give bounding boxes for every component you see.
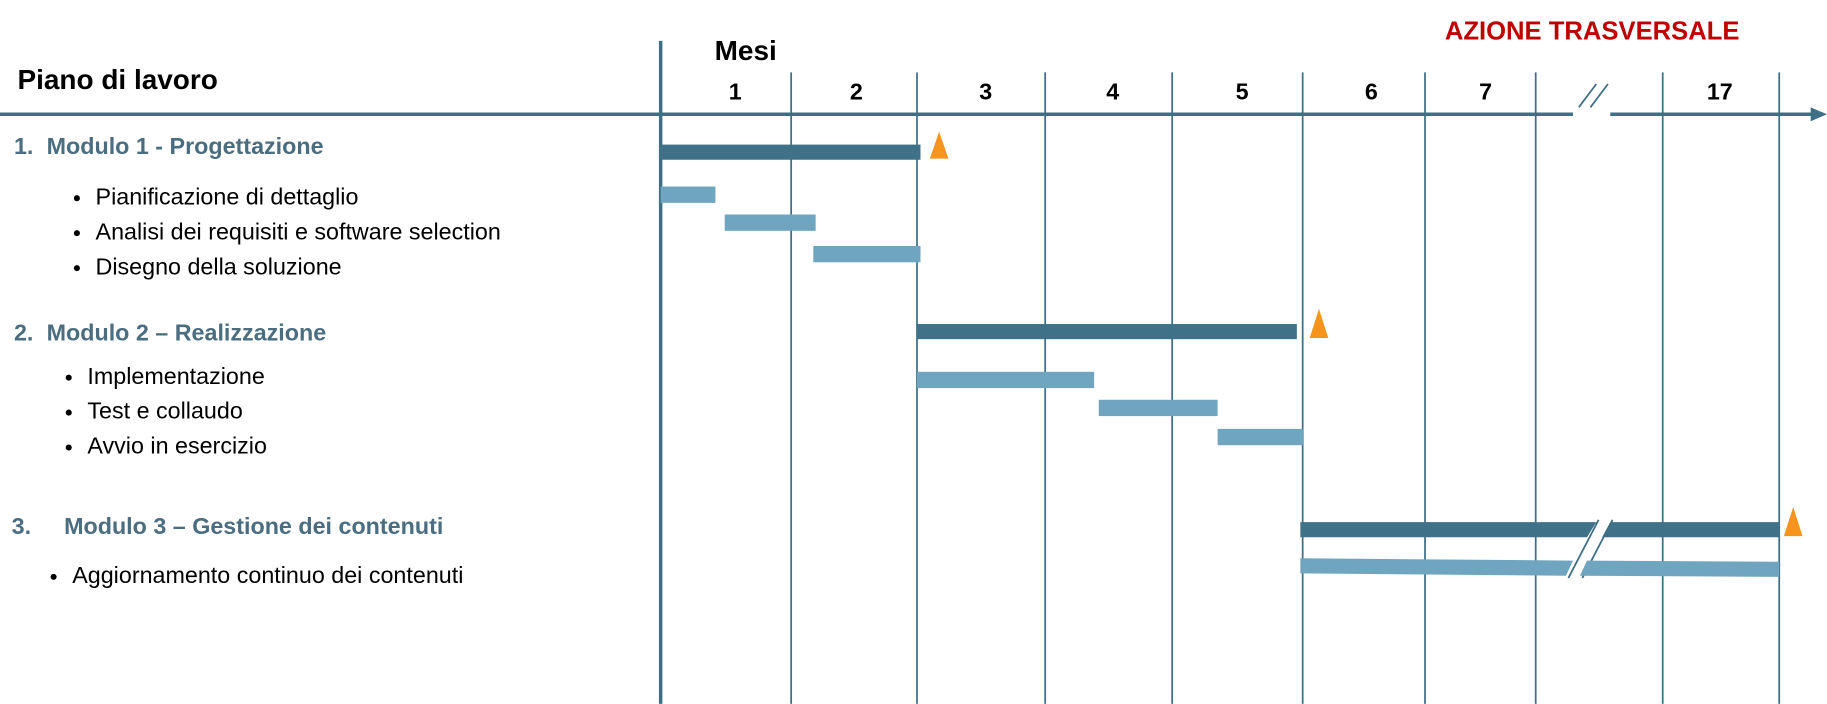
break-mark — [1589, 83, 1609, 108]
module-number: 2. — [14, 320, 33, 346]
task: Implementazione — [87, 363, 264, 389]
month-label: 1 — [729, 78, 742, 104]
bullet — [73, 195, 80, 202]
task: Analisi dei requisiti e software selecti… — [96, 218, 501, 244]
month-label: 6 — [1365, 78, 1378, 104]
module-number: 3. — [12, 513, 31, 539]
task-bar — [1217, 428, 1304, 446]
module-title: Modulo 2 – Realizzazione — [47, 320, 327, 346]
milestone — [929, 131, 949, 159]
milestone — [1309, 308, 1329, 339]
month-label: 2 — [850, 78, 863, 104]
month-label: 17 — [1707, 78, 1733, 104]
bullet — [73, 265, 80, 272]
module-number: 1. — [14, 133, 33, 159]
bullet — [65, 409, 72, 416]
task-bar — [660, 186, 716, 203]
bullet — [73, 230, 80, 237]
month-label: 4 — [1106, 78, 1119, 104]
task-bar — [813, 245, 921, 263]
module-title: Modulo 1 - Progettazione — [47, 133, 324, 159]
title: Piano di lavoro — [17, 64, 217, 95]
arrow — [1810, 107, 1827, 122]
module-title: Modulo 3 – Gestione dei contenuti — [64, 513, 443, 539]
months: 1 2 3 4 5 6 7 17 — [729, 78, 1733, 104]
module-bar — [1300, 522, 1597, 538]
module-bar — [916, 324, 1297, 340]
bullet — [65, 374, 72, 381]
task: Avvio in esercizio — [87, 433, 267, 459]
task-bar — [1579, 560, 1780, 577]
bars — [660, 131, 1803, 579]
task-bar — [916, 371, 1095, 389]
bullet — [65, 444, 72, 451]
task-bar — [1300, 558, 1573, 576]
module-bar — [660, 144, 921, 160]
module-bar — [1602, 522, 1780, 538]
task-bar — [1098, 399, 1218, 417]
month-label: 3 — [979, 78, 992, 104]
task-bar — [724, 214, 816, 231]
labels: 1. Modulo 1 - Progettazione Pianificazione… — [12, 133, 501, 588]
task: Disegno della soluzione — [96, 253, 342, 279]
note: AZIONE TRASVERSALE — [1445, 18, 1740, 46]
month-label: 7 — [1479, 78, 1492, 104]
bullet — [50, 573, 57, 580]
break-mark — [1567, 519, 1600, 579]
milestone — [1783, 506, 1803, 537]
months-label: Mesi — [715, 35, 777, 66]
break-mark — [1578, 83, 1597, 108]
task: Test e collaudo — [87, 398, 242, 424]
month-label: 5 — [1236, 78, 1249, 104]
break-gap — [1572, 81, 1611, 117]
task: Aggiornamento continuo dei contenuti — [72, 562, 463, 588]
task: Pianificazione di dettaglio — [96, 183, 359, 209]
